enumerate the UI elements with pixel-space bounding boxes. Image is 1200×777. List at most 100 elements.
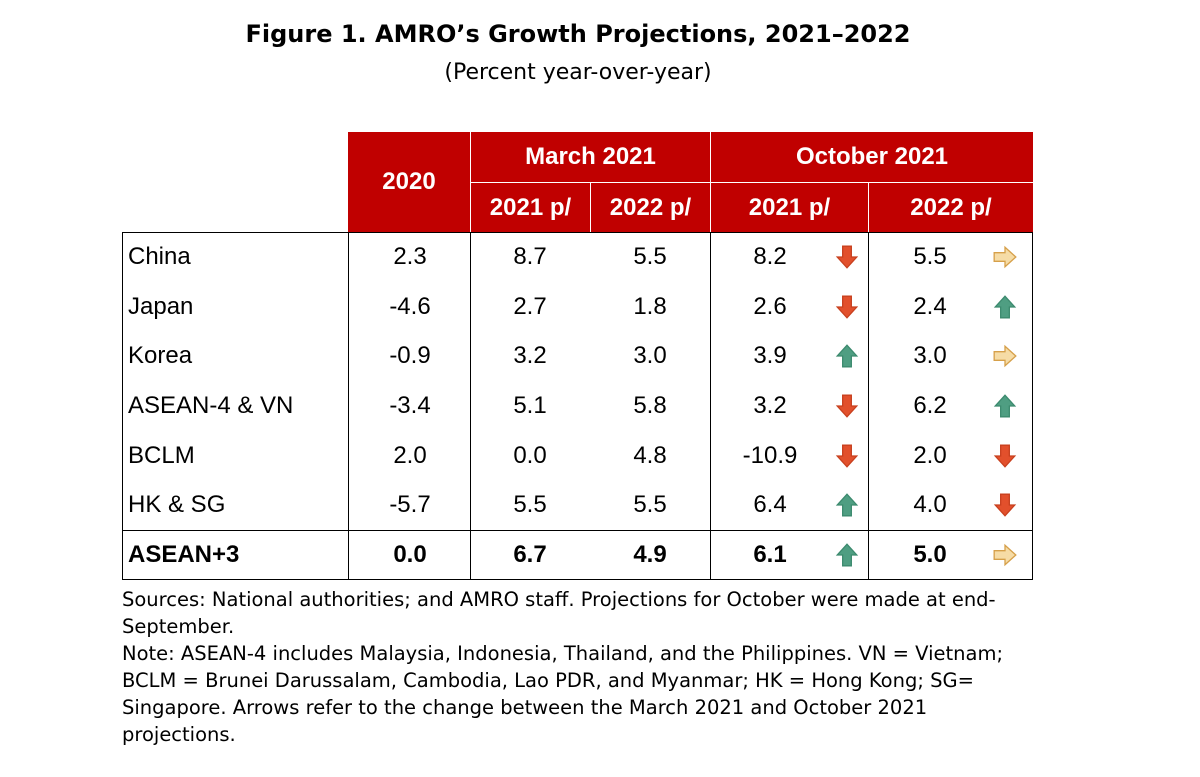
row-label: HK & SG	[128, 491, 226, 519]
arrow-cell	[834, 381, 860, 431]
header-subcolumn: 2022 p/	[868, 182, 1033, 232]
arrow-shape	[835, 344, 859, 368]
arrow-up	[835, 344, 859, 368]
value-cell: 6.2	[913, 391, 947, 419]
arrow-shape	[993, 345, 1017, 368]
value-cell: 4.8	[633, 441, 667, 469]
value-cell: 5.5	[513, 491, 547, 519]
value-cell: 5.8	[633, 391, 667, 419]
value-cell: 2.4	[913, 292, 947, 320]
value-cell: 6.7	[513, 541, 547, 569]
row-label: Korea	[128, 342, 193, 370]
value-cell: 5.5	[633, 491, 667, 519]
arrow-cell	[992, 431, 1018, 481]
column-line	[710, 232, 711, 580]
row-label: ASEAN+3	[128, 541, 240, 569]
arrow-down	[835, 295, 859, 319]
row-label: China	[128, 242, 191, 270]
arrow-cell	[992, 282, 1018, 332]
value-cell: 5.0	[913, 541, 947, 569]
value-cell: 3.2	[753, 391, 787, 419]
arrow-cell	[834, 232, 860, 282]
value-cell: 8.2	[753, 242, 787, 270]
value-cell: 1.8	[633, 292, 667, 320]
value-cell: 4.0	[913, 491, 947, 519]
value-cell: 6.1	[753, 541, 787, 569]
arrow-up	[993, 394, 1017, 418]
row-label: BCLM	[128, 441, 195, 469]
arrow-right	[993, 245, 1017, 269]
arrow-up	[993, 294, 1017, 319]
arrow-shape	[835, 245, 859, 269]
value-cell: -4.6	[389, 292, 431, 320]
arrow-shape	[993, 444, 1017, 468]
row-line	[122, 530, 1033, 532]
arrow-shape	[993, 245, 1017, 269]
arrow-right	[993, 345, 1017, 368]
value-cell: 2.0	[393, 441, 427, 469]
arrow-right	[993, 543, 1017, 567]
arrow-shape	[993, 493, 1017, 518]
value-cell: -3.4	[389, 391, 431, 419]
arrow-shape	[835, 295, 859, 319]
value-cell: 8.7	[513, 242, 547, 270]
table-border	[122, 232, 1033, 580]
figure-title: Figure 1. AMRO’s Growth Projections, 202…	[245, 20, 911, 48]
column-line	[868, 232, 869, 580]
arrow-up	[835, 493, 859, 517]
value-cell: 3.0	[913, 342, 947, 370]
value-cell: 2.7	[513, 292, 547, 320]
arrow-shape	[993, 294, 1017, 319]
arrow-cell	[834, 530, 860, 580]
value-cell: 5.5	[633, 242, 667, 270]
arrow-cell	[834, 481, 860, 531]
figure-subtitle: (Percent year-over-year)	[444, 60, 712, 85]
value-cell: -5.7	[389, 491, 431, 519]
value-cell: 2.3	[393, 242, 427, 270]
header-subcolumn: 2021 p/	[710, 182, 868, 232]
header-group: October 2021	[710, 132, 1033, 182]
value-cell: 5.5	[913, 242, 947, 270]
value-cell: 0.0	[393, 541, 427, 569]
value-cell: -0.9	[389, 342, 431, 370]
value-cell: -10.9	[742, 441, 798, 469]
notes: Sources: National authorities; and AMRO …	[122, 586, 1042, 748]
value-cell: 4.9	[633, 541, 667, 569]
arrow-shape	[993, 543, 1017, 567]
value-cell: 2.0	[913, 441, 947, 469]
note: Sources: National authorities; and AMRO …	[122, 588, 996, 638]
arrow-cell	[834, 431, 860, 481]
arrow-cell	[992, 232, 1018, 282]
arrow-cell	[992, 481, 1018, 531]
arrow-cell	[992, 530, 1018, 580]
arrow-cell	[834, 331, 860, 381]
arrow-up	[835, 543, 859, 567]
value-cell: 0.0	[513, 441, 547, 469]
arrow-cell	[834, 282, 860, 332]
header-subcolumn: 2022 p/	[590, 182, 710, 232]
arrow-shape	[835, 444, 859, 468]
arrow-down	[993, 444, 1017, 468]
note: Note: ASEAN-4 includes Malaysia, Indones…	[122, 642, 1004, 746]
arrow-down	[835, 394, 859, 418]
row-label: ASEAN-4 & VN	[128, 391, 294, 419]
value-cell: 2.6	[753, 292, 787, 320]
header-subcolumn: 2021 p/	[470, 182, 590, 232]
arrow-shape	[835, 394, 859, 418]
arrow-cell	[992, 381, 1018, 431]
value-cell: 3.9	[753, 342, 787, 370]
column-line	[470, 232, 471, 580]
arrow-shape	[835, 543, 859, 567]
arrow-cell	[992, 331, 1018, 381]
arrow-down	[835, 245, 859, 269]
arrow-shape	[993, 394, 1017, 418]
value-cell: 5.1	[513, 391, 547, 419]
arrow-shape	[835, 493, 859, 517]
header-cell: 2020	[348, 132, 470, 232]
value-cell: 3.0	[633, 342, 667, 370]
row-label: Japan	[128, 292, 194, 320]
arrow-down	[993, 493, 1017, 518]
arrow-down	[835, 444, 859, 468]
header-group: March 2021	[470, 132, 710, 182]
